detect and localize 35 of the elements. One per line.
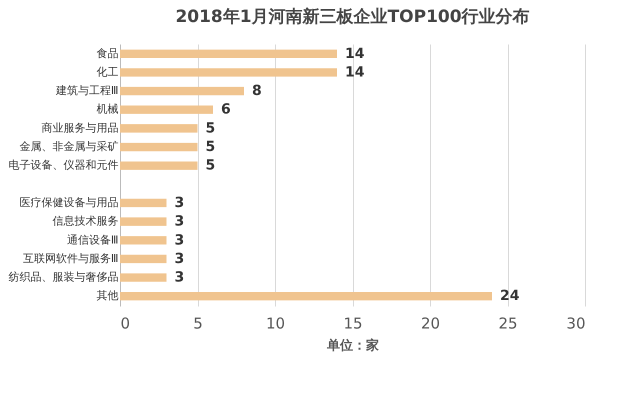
data-label: 8	[252, 83, 262, 100]
data-label: 24	[500, 288, 520, 304]
data-label: 5	[206, 158, 216, 174]
y-tick-label: 信息技术服务	[52, 214, 118, 228]
data-label: 3	[174, 214, 184, 230]
data-label: 5	[206, 120, 216, 136]
y-tick-label: 电子设备、仪器和元件	[8, 158, 118, 172]
data-label: 3	[174, 194, 184, 211]
data-label: 6	[221, 102, 231, 118]
x-tick-label: 10	[266, 314, 286, 332]
x-tick-label: 25	[498, 314, 518, 332]
x-tick-label: 5	[193, 314, 203, 332]
y-tick-label: 其他	[96, 289, 118, 302]
x-tick-label: 0	[120, 314, 130, 332]
y-tick-label: 机械	[96, 102, 118, 116]
data-label: 14	[345, 46, 365, 62]
data-label: 14	[345, 64, 365, 80]
y-tick-label: 建筑与工程Ⅲ	[54, 84, 118, 98]
y-tick-label: 金属、非金属与采矿	[20, 140, 118, 154]
x-tick-label: 20	[420, 314, 440, 332]
chart-title: 2018年1月河南新三板企业TOP100行业分布	[175, 7, 530, 27]
y-tick-label: 通信设备Ⅲ	[66, 233, 118, 246]
y-tick-label: 食品	[96, 46, 118, 60]
x-tick-label: 30	[566, 314, 586, 332]
y-tick-label: 医疗保健设备与用品	[20, 196, 118, 209]
y-tick-label: 化工	[96, 65, 118, 78]
y-tick-label: 互联网软件与服务Ⅲ	[22, 252, 118, 265]
x-axis-title: 单位：家	[326, 338, 379, 354]
data-label: 5	[206, 139, 216, 156]
y-tick-label: 纺织品、服装与奢侈品	[8, 270, 118, 284]
x-tick-label: 15	[343, 314, 363, 332]
data-label: 3	[174, 232, 184, 248]
data-label: 3	[174, 270, 184, 286]
data-label: 3	[174, 250, 184, 267]
y-tick-label: 商业服务与用品	[42, 121, 118, 134]
